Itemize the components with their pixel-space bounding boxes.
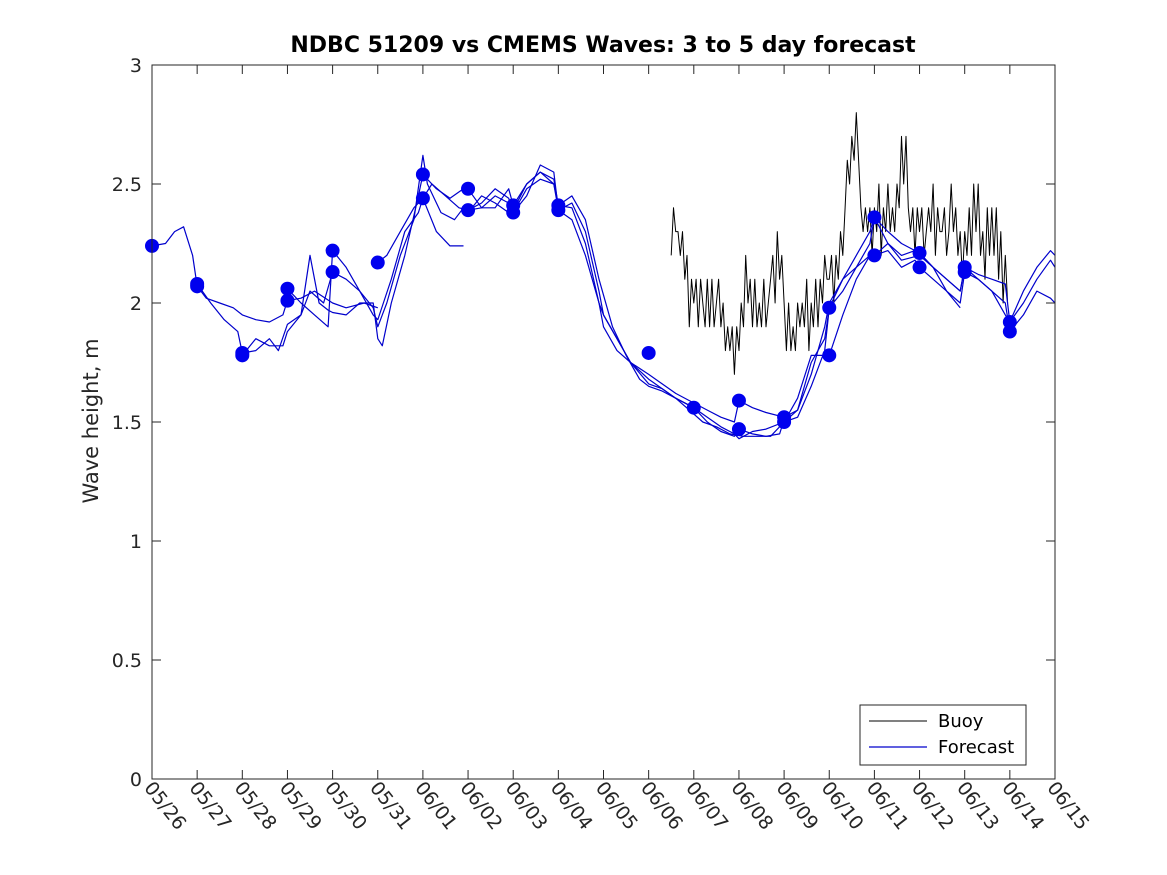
forecast-series-line-7 — [783, 216, 961, 423]
x-tick-label: 05/30 — [320, 778, 371, 835]
forecast-marker — [912, 260, 927, 275]
series-layer — [152, 112, 1055, 440]
x-tick-label: 06/08 — [726, 778, 777, 835]
y-tick-label: 0.5 — [112, 650, 142, 672]
forecast-series-line-1 — [152, 226, 378, 323]
forecast-marker — [641, 345, 656, 360]
x-tick-label: 06/14 — [997, 778, 1048, 835]
forecast-marker — [686, 400, 701, 415]
x-tick-label: 05/27 — [185, 778, 236, 835]
legend-buoy-label: Buoy — [938, 711, 984, 732]
forecast-marker — [461, 203, 476, 218]
legend-box — [859, 704, 1027, 766]
forecast-series-line-5 — [377, 197, 464, 263]
forecast-marker — [235, 345, 250, 360]
x-tick-label: 06/03 — [501, 778, 552, 835]
plot-area-frame — [151, 64, 1056, 780]
x-tick-label: 05/28 — [230, 778, 281, 835]
y-tick-label: 0 — [130, 769, 142, 791]
x-tick-label: 05/31 — [365, 778, 416, 835]
forecast-marker — [731, 422, 746, 437]
forecast-marker — [822, 300, 837, 315]
legend: Buoy Forecast — [859, 704, 1027, 766]
chart-title: NDBC 51209 vs CMEMS Waves: 3 to 5 day fo… — [290, 33, 916, 58]
x-tick-label: 06/15 — [1042, 778, 1093, 835]
forecast-marker — [370, 255, 385, 270]
forecast-marker — [280, 281, 295, 296]
forecast-marker — [280, 293, 295, 308]
marker-layer — [145, 167, 1017, 437]
forecast-marker — [551, 198, 566, 213]
x-tick-label: 06/05 — [591, 778, 642, 835]
forecast-marker — [415, 167, 430, 182]
x-tick-label: 06/02 — [455, 778, 506, 835]
x-tick-label: 05/29 — [275, 778, 326, 835]
forecast-marker — [867, 248, 882, 263]
buoy-series-line — [670, 112, 1009, 375]
y-tick-label: 2.5 — [112, 174, 142, 196]
forecast-marker — [190, 276, 205, 291]
x-tick-label: 06/13 — [952, 778, 1003, 835]
x-tick-label: 06/09 — [772, 778, 823, 835]
forecast-marker — [1002, 315, 1017, 330]
y-tick-label: 1.5 — [112, 412, 142, 434]
x-tick-label: 06/12 — [907, 778, 958, 835]
x-tick-label: 06/10 — [817, 778, 868, 835]
forecast-series-line-4 — [286, 154, 1055, 437]
forecast-marker — [415, 191, 430, 206]
forecast-marker — [325, 265, 340, 280]
forecast-marker — [957, 260, 972, 275]
y-tick-label: 1 — [130, 531, 142, 553]
forecast-marker — [731, 393, 746, 408]
y-tick-label: 2 — [130, 293, 142, 315]
forecast-marker — [506, 198, 521, 213]
x-tick-label: 06/06 — [636, 778, 687, 835]
x-tick-label: 06/11 — [862, 778, 913, 835]
forecast-marker — [777, 410, 792, 425]
x-tick-label: 06/01 — [410, 778, 461, 835]
forecast-marker — [325, 243, 340, 258]
forecast-series-line-6 — [467, 178, 1055, 440]
x-tick-label: 06/04 — [546, 778, 597, 835]
forecast-marker — [912, 246, 927, 261]
legend-forecast-label: Forecast — [938, 737, 1014, 758]
forecast-marker — [867, 210, 882, 225]
forecast-marker — [822, 348, 837, 363]
forecast-marker — [461, 181, 476, 196]
y-tick-label: 3 — [130, 55, 142, 77]
x-tick-label: 06/07 — [681, 778, 732, 835]
y-axis-label: Wave height, m — [79, 338, 103, 503]
x-tick-label: 05/26 — [139, 778, 190, 835]
